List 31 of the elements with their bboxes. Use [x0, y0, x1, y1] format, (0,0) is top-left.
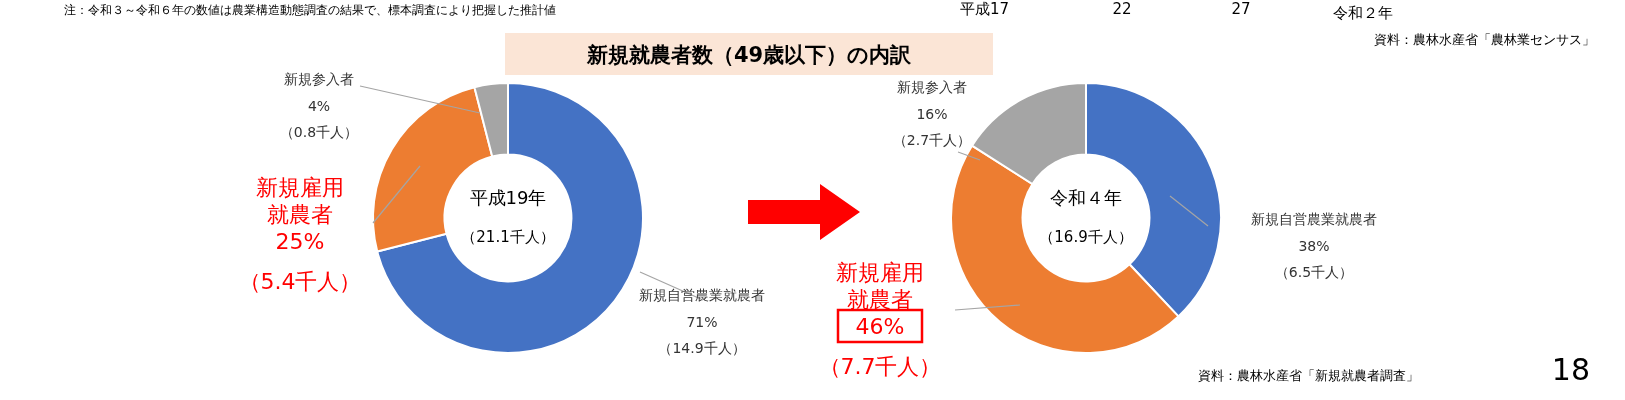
data-label: 16% — [916, 106, 948, 122]
text: 18 — [1551, 352, 1590, 387]
slice-label: 新規雇用就農者 — [256, 175, 344, 227]
chart-title: 新規就農者数（49歳以下）の内訳 — [585, 43, 913, 67]
text: 資料：農林水産省「農林業センサス」 — [1374, 32, 1595, 47]
data-label: 38% — [1298, 238, 1330, 254]
text: （6.5千人） — [1274, 264, 1354, 280]
text: 令和２年 — [1333, 4, 1393, 22]
text: （21.1千人） — [461, 228, 555, 246]
data-label: 25% — [275, 229, 325, 254]
slice-label: 新規参入者 — [897, 79, 967, 95]
slice-label: 新規自営農業就農者 — [639, 287, 765, 303]
slice-label: 新規自営農業就農者 — [1251, 211, 1377, 227]
text: （16.9千人） — [1039, 228, 1133, 246]
data-label: 71% — [686, 314, 718, 330]
text: 平成17 — [960, 0, 1010, 18]
text: 22 — [1112, 0, 1132, 18]
text: （14.9千人） — [658, 340, 746, 356]
text: 資料：農林水産省「新規就農者調査」 — [1198, 368, 1419, 383]
text: （7.7千人） — [818, 354, 942, 379]
text: 27 — [1231, 0, 1251, 18]
data-label: 46% — [855, 314, 905, 339]
slice-label: 新規雇用就農者 — [836, 260, 924, 312]
data-label: 4% — [307, 98, 331, 114]
text: 平成19年 — [469, 187, 547, 208]
text: 注：令和３～令和６年の数値は農業構造動態調査の結果で、標本調査により把握した推計値 — [64, 3, 556, 17]
text: （5.4千人） — [238, 269, 362, 294]
slice-label: 新規参入者 — [284, 71, 354, 87]
text: 令和４年 — [1050, 187, 1122, 208]
text: （2.7千人） — [892, 132, 972, 148]
text: （0.8千人） — [279, 124, 359, 140]
